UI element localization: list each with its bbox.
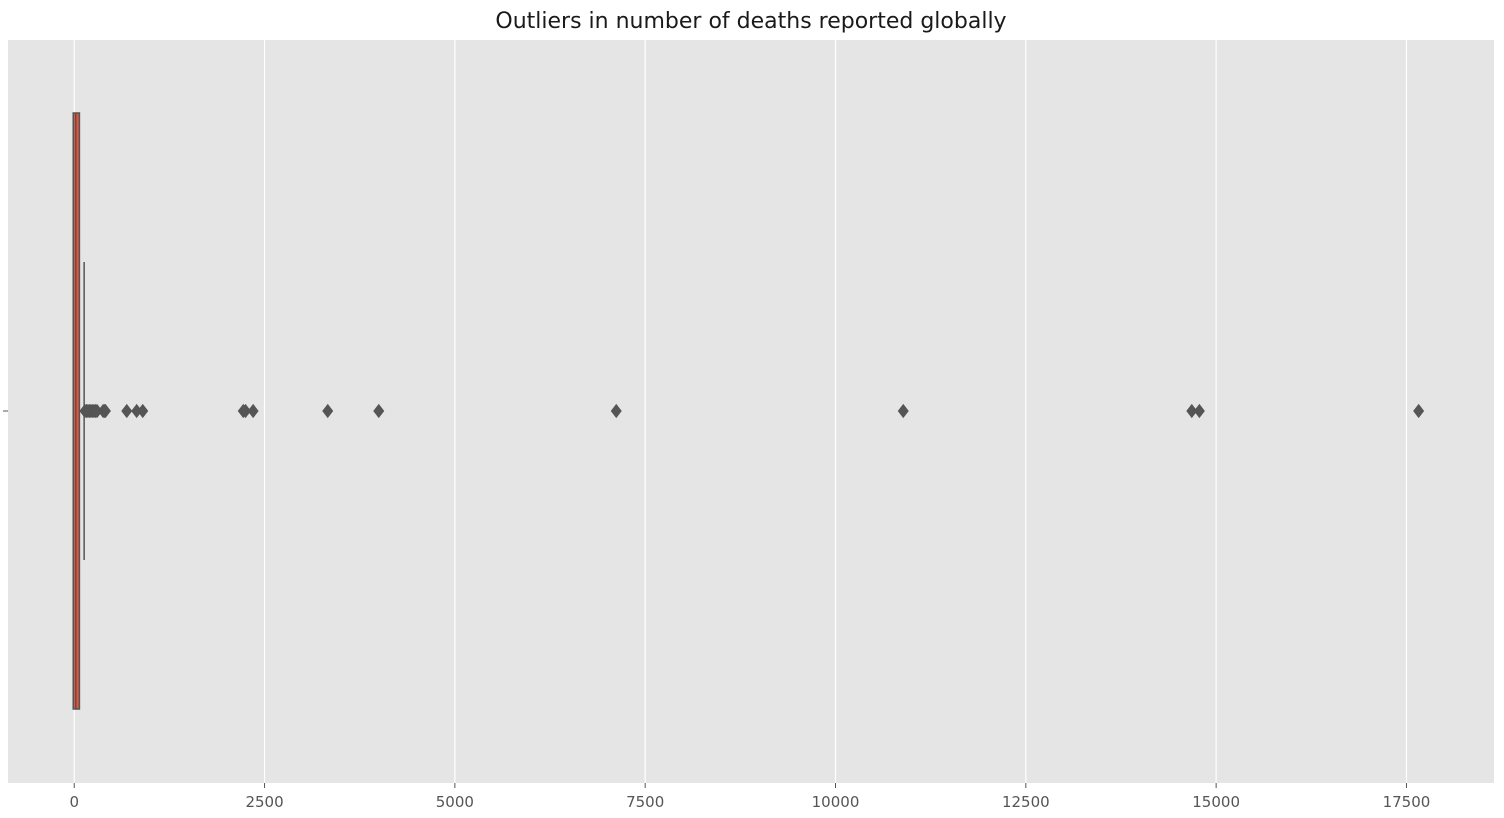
outlier-point — [247, 403, 259, 419]
x-tick-label: 17500 — [1383, 793, 1431, 811]
outlier-point — [240, 403, 252, 419]
outlier-point — [137, 403, 149, 419]
x-axis: 0 2500 5000 7500 10000 12500 15000 17500 — [69, 783, 1430, 811]
x-tick-label: 0 — [69, 793, 79, 811]
outlier-point — [99, 403, 111, 419]
outlier-point — [1186, 403, 1198, 419]
chart-title: Outliers in number of deaths reported gl… — [495, 9, 1006, 34]
x-tick-label: 15000 — [1192, 793, 1240, 811]
plot-area — [8, 40, 1494, 783]
outlier-point — [610, 403, 622, 419]
outlier-point — [121, 403, 133, 419]
x-tick-label: 2500 — [245, 793, 283, 811]
grid-lines — [73, 40, 1408, 783]
outlier-point — [1413, 403, 1425, 419]
outlier-point — [1193, 403, 1205, 419]
x-tick-label: 10000 — [812, 793, 860, 811]
outlier-points — [79, 403, 1425, 419]
outlier-point — [322, 403, 334, 419]
x-tick-label: 5000 — [436, 793, 474, 811]
x-tick-label: 12500 — [1002, 793, 1050, 811]
x-tick-label: 7500 — [626, 793, 664, 811]
outlier-point — [373, 403, 385, 419]
outlier-point — [897, 403, 909, 419]
